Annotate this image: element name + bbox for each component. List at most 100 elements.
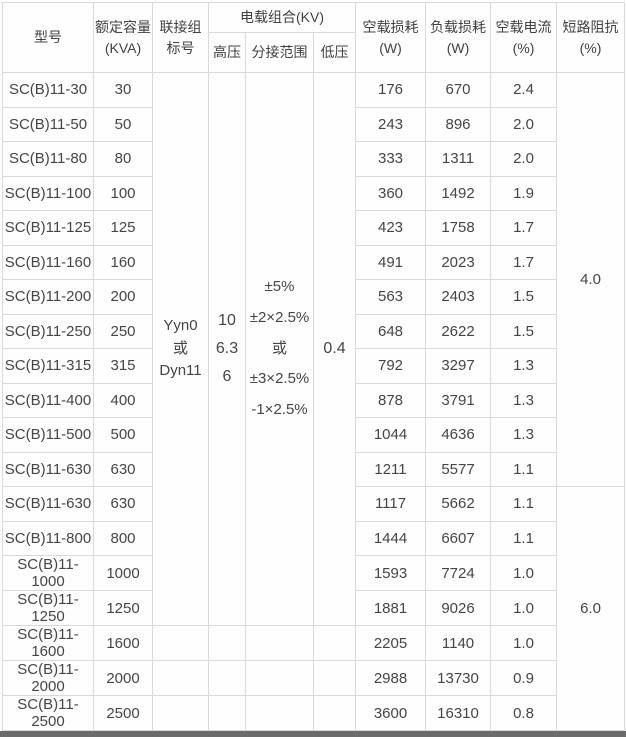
cell-model: SC(B)11-2500 (2, 695, 94, 731)
cell-load-loss: 3297 (425, 348, 492, 384)
cell-no-load-current: 1.7 (490, 210, 558, 246)
header-connection: 联接组 标号 (152, 2, 209, 73)
cell-kva: 400 (93, 382, 153, 418)
cell-no-load-current: 1.0 (490, 625, 558, 661)
cell-load-loss: 6607 (425, 520, 492, 556)
table-row: SC(B)11-2000 2000 2988 13730 0.9 (2, 660, 625, 696)
cell-empty (208, 660, 246, 696)
cell-no-load-current: 0.9 (490, 660, 558, 696)
header-row-sub: 高压 分接范围 低压 (3, 32, 625, 73)
cell-load-loss: 5662 (425, 486, 492, 522)
cell-no-load-current: 1.1 (490, 451, 558, 487)
cell-no-load-current: 1.3 (490, 382, 558, 418)
cell-no-load-loss: 176 (355, 72, 427, 108)
cell-kva: 100 (93, 175, 153, 211)
cell-no-load-loss: 333 (355, 141, 427, 177)
cell-load-loss: 1492 (425, 175, 492, 211)
cell-model: SC(B)11-125 (2, 210, 94, 246)
header-no-load-current: 空载电流 (%) (490, 2, 558, 73)
cell-kva: 1250 (93, 590, 153, 626)
cell-no-load-loss: 423 (355, 210, 427, 246)
cell-hv-voltages: 10 6.3 6 (208, 72, 246, 626)
cell-model: SC(B)11-1250 (2, 590, 94, 626)
cell-no-load-current: 1.0 (490, 555, 558, 591)
cell-kva: 1000 (93, 555, 153, 591)
header-voltage-group: 电载组合(KV) (207, 2, 357, 33)
cell-load-loss: 1311 (425, 141, 492, 177)
cell-no-load-current: 2.0 (490, 141, 558, 177)
cell-no-load-loss: 360 (355, 175, 427, 211)
cell-no-load-loss: 1044 (355, 417, 427, 453)
cell-kva: 250 (93, 313, 153, 349)
cell-impedance-6: 6.0 (556, 486, 626, 731)
cell-kva: 160 (93, 244, 153, 280)
table-row: SC(B)11-1250 1250 1881 9026 1.0 (2, 590, 625, 626)
header-load-loss: 负载损耗 (W) (425, 2, 492, 73)
cell-empty (245, 695, 314, 731)
cell-model: SC(B)11-30 (2, 72, 94, 108)
header-no-load-loss: 空载损耗 (W) (355, 2, 427, 73)
cell-no-load-loss: 563 (355, 279, 427, 315)
cell-no-load-loss: 243 (355, 106, 427, 142)
cell-load-loss: 9026 (425, 590, 492, 626)
cell-load-loss: 3791 (425, 382, 492, 418)
cell-empty (312, 660, 357, 696)
cell-model: SC(B)11-160 (2, 244, 94, 280)
cell-lv-voltage: 0.4 (312, 72, 357, 626)
cell-kva: 200 (93, 279, 153, 315)
cell-load-loss: 2622 (425, 313, 492, 349)
table-row: SC(B)11-630 630 1211 5577 1.1 (2, 451, 625, 487)
cell-connection-group: Yyn0 或 Dyn11 (152, 72, 209, 626)
cell-no-load-loss: 792 (355, 348, 427, 384)
cell-no-load-current: 1.1 (490, 520, 558, 556)
cell-kva: 30 (93, 72, 153, 108)
cell-load-loss: 16310 (425, 695, 492, 731)
cell-load-loss: 4636 (425, 417, 492, 453)
header-hv: 高压 (208, 32, 246, 73)
cell-no-load-current: 2.0 (490, 106, 558, 142)
cell-kva: 125 (93, 210, 153, 246)
cell-model: SC(B)11-315 (2, 348, 94, 384)
cell-empty (312, 695, 357, 731)
cell-model: SC(B)11-2000 (2, 660, 94, 696)
cell-kva: 50 (93, 106, 153, 142)
cell-kva: 1600 (93, 625, 153, 661)
table-row: SC(B)11-100 100 360 1492 1.9 (2, 175, 625, 211)
cell-load-loss: 13730 (425, 660, 492, 696)
table-row: SC(B)11-1600 1600 2205 1140 1.0 (2, 625, 625, 661)
cell-no-load-loss: 1444 (355, 520, 427, 556)
cell-tap-range: ±5% ±2×2.5% 或 ±3×2.5% -1×2.5% (245, 72, 314, 626)
cell-load-loss: 2023 (425, 244, 492, 280)
cell-empty (152, 660, 209, 696)
cell-load-loss: 1140 (425, 625, 492, 661)
table-row: SC(B)11-400 400 878 3791 1.3 (2, 382, 625, 418)
cell-no-load-current: 1.5 (490, 313, 558, 349)
table-row: SC(B)11-200 200 563 2403 1.5 (2, 279, 625, 315)
cell-no-load-current: 1.3 (490, 348, 558, 384)
header-row-group: 型号 额定容量 (KVA) 联接组 标号 电载组合(KV) 空载损耗 (W) 负… (2, 2, 626, 73)
table-row: SC(B)11-500 500 1044 4636 1.3 (2, 417, 625, 453)
cell-empty (152, 625, 209, 661)
cell-kva: 80 (93, 141, 153, 177)
cell-no-load-loss: 2988 (355, 660, 427, 696)
table-header: 型号 额定容量 (KVA) 联接组 标号 电载组合(KV) 空载损耗 (W) 负… (2, 2, 626, 73)
cell-kva: 630 (93, 451, 153, 487)
cell-no-load-loss: 648 (355, 313, 427, 349)
table-row: SC(B)11-1000 1000 1593 7724 1.0 (2, 555, 625, 591)
cell-empty (208, 625, 246, 661)
header-model: 型号 (2, 2, 94, 73)
table-row: SC(B)11-160 160 491 2023 1.7 (2, 244, 625, 280)
cell-kva: 800 (93, 520, 153, 556)
cell-model: SC(B)11-80 (2, 141, 94, 177)
cell-no-load-current: 1.9 (490, 175, 558, 211)
cell-no-load-current: 1.1 (490, 486, 558, 522)
cell-model: SC(B)11-250 (2, 313, 94, 349)
header-tap-range: 分接范围 (245, 32, 314, 73)
cell-empty (245, 660, 314, 696)
table-row: SC(B)11-125 125 423 1758 1.7 (2, 210, 625, 246)
cell-load-loss: 2403 (425, 279, 492, 315)
cell-model: SC(B)11-100 (2, 175, 94, 211)
cell-load-loss: 5577 (425, 451, 492, 487)
